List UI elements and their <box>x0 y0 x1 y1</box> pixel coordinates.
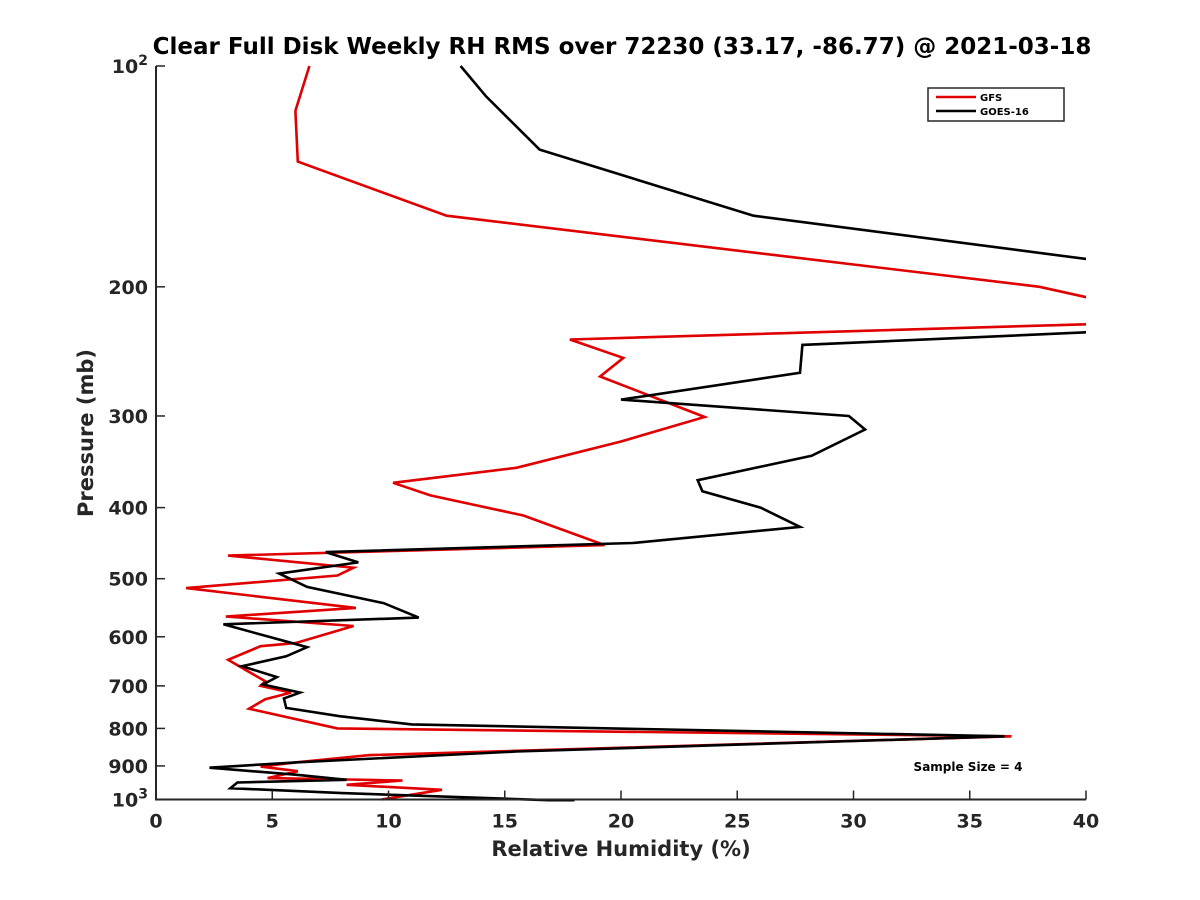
x-tick-label: 20 <box>608 811 634 833</box>
x-tick-label: 0 <box>149 811 162 833</box>
x-tick-label: 15 <box>492 811 518 833</box>
y-tick-label: 700 <box>108 676 148 698</box>
x-tick-label: 35 <box>957 811 983 833</box>
series-layer <box>186 65 1086 802</box>
legend-label-gfs: GFS <box>980 93 1002 104</box>
y-tick-label: 500 <box>108 569 148 591</box>
y-tick-label: 600 <box>108 627 148 649</box>
plot-area: 0 5 10 15 20 25 30 35 40 102 200 300 400 500 600 700 80… <box>108 53 1099 833</box>
y-tick-label: 300 <box>108 406 148 428</box>
x-tick-label: 10 <box>375 811 401 833</box>
y-tick-label: 200 <box>108 277 148 299</box>
x-tick-label: 5 <box>266 811 279 833</box>
x-axis-label: Relative Humidity (%) <box>491 837 750 861</box>
x-axis-ticks: 0 5 10 15 20 25 30 35 40 <box>149 790 1099 833</box>
chart-title: Clear Full Disk Weekly RH RMS over 72230… <box>153 34 1092 60</box>
y-tick-label: 103 <box>112 787 148 812</box>
y-tick-label: 400 <box>108 498 148 520</box>
y-axis-ticks: 102 200 300 400 500 600 700 800 900 103 <box>108 53 165 812</box>
y-tick-label: 900 <box>108 756 148 778</box>
legend-label-goes-16: GOES-16 <box>980 107 1029 118</box>
x-tick-label: 30 <box>840 811 866 833</box>
axes-background <box>156 66 1086 799</box>
legend: GFS GOES-16 <box>927 87 1065 122</box>
x-tick-label: 25 <box>724 811 750 833</box>
y-axis-label: Pressure (mb) <box>74 349 98 517</box>
sample-size-annotation: Sample Size = 4 <box>914 760 1023 774</box>
legend-box <box>927 87 1065 122</box>
y-tick-label: 102 <box>112 53 148 78</box>
x-tick-label: 40 <box>1073 811 1099 833</box>
y-tick-label: 800 <box>108 718 148 740</box>
series-line-goes-16 <box>209 65 1086 802</box>
